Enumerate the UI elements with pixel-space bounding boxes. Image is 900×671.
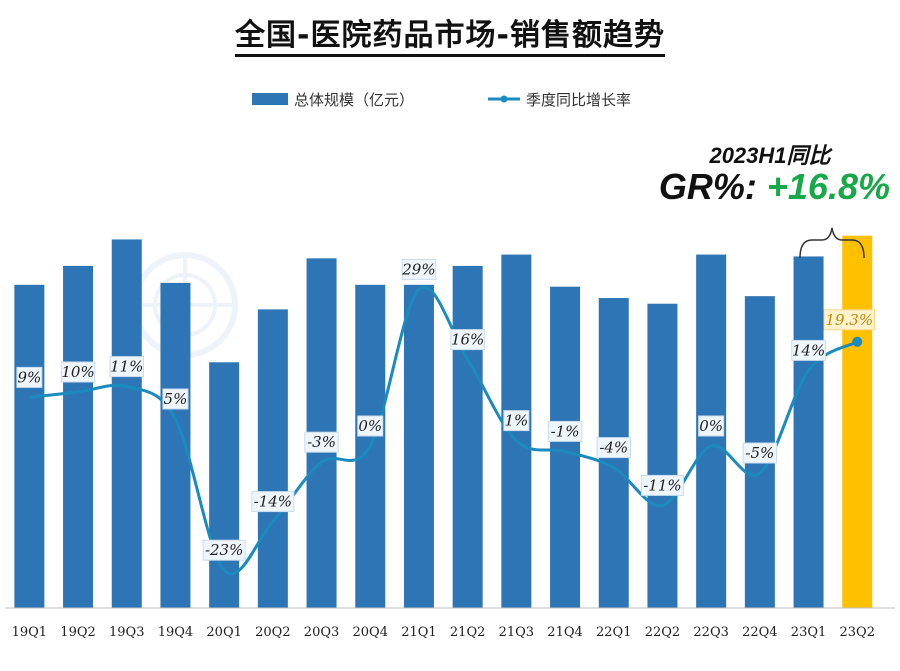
legend-bar-swatch (252, 93, 288, 105)
growth-label-box-21Q3 (503, 410, 530, 432)
x-tick-21Q3: 21Q3 (499, 625, 534, 640)
bar-21Q4 (550, 286, 581, 608)
growth-label-21Q1: 29% (401, 260, 435, 278)
growth-label-22Q4: -5% (745, 444, 774, 462)
bar-19Q1 (14, 284, 45, 608)
growth-label-20Q3: -3% (307, 433, 336, 451)
x-tick-21Q1: 21Q1 (401, 625, 436, 640)
growth-label-box-23Q2 (823, 309, 875, 331)
x-tick-23Q1: 23Q1 (791, 625, 826, 640)
growth-label-21Q4: -1% (551, 422, 580, 440)
growth-label-box-19Q3 (109, 356, 144, 378)
x-tick-19Q1: 19Q1 (12, 625, 47, 640)
growth-label-box-22Q4 (742, 442, 778, 464)
growth-label-box-20Q4 (357, 415, 384, 437)
chart-title: 全国-医院药品市场-销售额趋势 (0, 10, 900, 57)
growth-label-20Q1: -23% (205, 541, 243, 559)
growth-label-box-20Q1 (202, 539, 246, 561)
legend-line-marker (500, 95, 508, 103)
x-tick-19Q4: 19Q4 (158, 625, 193, 640)
growth-label-19Q3: 11% (110, 358, 143, 376)
growth-value: +16.8% (766, 166, 890, 207)
growth-label-box-21Q2 (450, 329, 485, 351)
x-tick-19Q2: 19Q2 (60, 625, 95, 640)
growth-label-box-23Q1 (791, 339, 826, 361)
growth-label-23Q1: 14% (792, 341, 825, 359)
x-tick-23Q2: 23Q2 (840, 625, 875, 640)
bar-22Q2 (647, 303, 678, 608)
x-tick-20Q2: 20Q2 (255, 625, 290, 640)
x-tick-20Q1: 20Q1 (206, 625, 241, 640)
x-tick-22Q4: 22Q4 (742, 625, 777, 640)
growth-label-22Q2: -11% (643, 476, 681, 494)
legend-bar-label: 总体规模（亿元） (294, 91, 414, 109)
growth-label-box-19Q4 (162, 388, 189, 410)
bar-21Q3 (501, 254, 532, 608)
growth-label-box-21Q1 (401, 258, 437, 280)
x-tick-20Q4: 20Q4 (353, 625, 388, 640)
growth-label-box-22Q3 (698, 415, 725, 437)
h1-bracket (799, 227, 865, 259)
x-tick-19Q3: 19Q3 (109, 625, 144, 640)
growth-label-19Q4: 5% (164, 390, 188, 408)
bar-19Q2 (63, 265, 94, 608)
growth-rate-end-marker (852, 336, 863, 347)
growth-label-19Q2: 10% (61, 363, 94, 381)
legend: 总体规模（亿元） 季度同比增长率 (252, 91, 631, 109)
x-tick-22Q2: 22Q2 (645, 625, 680, 640)
bar-21Q2 (452, 265, 483, 608)
growth-label-box-19Q1 (16, 366, 43, 388)
x-tick-22Q3: 22Q3 (693, 625, 728, 640)
growth-label-21Q3: 1% (504, 412, 528, 430)
legend-line-label: 季度同比增长率 (526, 91, 631, 109)
growth-label-box-22Q2 (640, 474, 684, 496)
growth-label: GR%: (658, 166, 767, 207)
bar-23Q1 (793, 256, 824, 608)
growth-label-21Q2: 16% (451, 331, 484, 349)
growth-label-20Q4: 0% (358, 417, 382, 435)
growth-rate-line (29, 285, 859, 575)
bar-23Q2 (842, 235, 873, 609)
growth-label-20Q2: -14% (254, 493, 292, 511)
bar-21Q1 (403, 284, 434, 608)
growth-label-box-20Q3 (304, 431, 339, 453)
growth-label-box-21Q4 (547, 420, 583, 442)
x-tick-21Q4: 21Q4 (547, 625, 582, 640)
growth-label-23Q2: 19.3% (825, 311, 873, 329)
bar-20Q2 (257, 309, 288, 608)
growth-label-box-22Q1 (596, 437, 631, 459)
growth-label-box-20Q2 (251, 491, 295, 513)
growth-label-19Q1: 9% (17, 368, 41, 386)
bar-19Q3 (111, 239, 142, 608)
bar-20Q1 (209, 362, 240, 608)
growth-label-box-19Q2 (60, 361, 96, 383)
x-tick-20Q3: 20Q3 (304, 625, 339, 640)
growth-label-22Q1: -4% (599, 439, 628, 457)
growth-label-22Q3: 0% (699, 417, 723, 435)
x-tick-22Q1: 22Q1 (596, 625, 631, 640)
h1-growth-rate: GR%: +16.8% (650, 166, 890, 208)
h1-growth-caption: 2023H1同比 (709, 143, 831, 168)
x-tick-21Q2: 21Q2 (450, 625, 485, 640)
